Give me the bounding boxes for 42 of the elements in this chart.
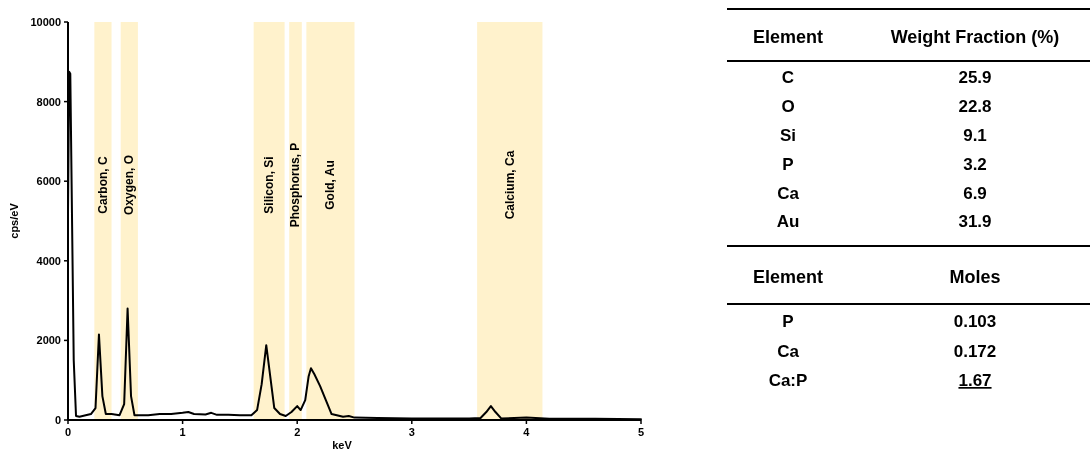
text: Weight Fraction (%) <box>890 27 1060 47</box>
text: 9.1 <box>963 126 987 145</box>
y-tick-label: 4000 <box>36 254 61 267</box>
x-tick-label: 0 <box>64 426 72 438</box>
text: Moles <box>949 267 1001 287</box>
y-tick-label: 0 <box>54 414 61 426</box>
text: 3.2 <box>963 155 987 174</box>
text: 6.9 <box>963 184 987 203</box>
y-tick-label: 6000 <box>36 175 61 188</box>
text: O <box>781 97 795 116</box>
text: 22.8 <box>958 97 992 116</box>
band-label: Calcium, Ca <box>502 150 517 220</box>
band-label: Silicon, Si <box>262 156 277 214</box>
x-tick-label: 5 <box>637 426 645 438</box>
text: 1.67 <box>958 371 992 390</box>
y-axis-title: cps/eV <box>8 202 20 239</box>
band-label: Oxygen, O <box>122 154 137 216</box>
x-tick-label: 2 <box>294 426 301 438</box>
text: Au <box>776 212 800 231</box>
y-tick-label: 8000 <box>36 95 61 108</box>
band-label: Phosphorus, P <box>288 142 303 228</box>
band-label: Carbon, C <box>95 156 110 214</box>
text: Si <box>779 126 797 145</box>
text: Element <box>752 267 824 287</box>
x-axis-title: keV <box>332 439 353 451</box>
text: Ca <box>777 184 800 203</box>
text: P <box>782 155 794 174</box>
text: 0.172 <box>953 342 997 361</box>
text: C <box>781 68 795 87</box>
x-tick-label: 4 <box>523 426 531 438</box>
band-label: Gold, Au <box>323 160 338 210</box>
text: Element <box>752 27 824 47</box>
x-tick-label: 3 <box>408 426 415 438</box>
text: 25.9 <box>958 68 992 87</box>
text: P <box>782 312 794 331</box>
x-tick-label: 1 <box>179 426 186 438</box>
text: 0.103 <box>953 312 997 331</box>
text: Ca <box>777 342 800 361</box>
y-tick-label: 2000 <box>36 334 61 347</box>
text: 31.9 <box>958 212 992 231</box>
y-tick-label: 10000 <box>30 16 61 28</box>
text: Ca:P <box>768 371 808 390</box>
